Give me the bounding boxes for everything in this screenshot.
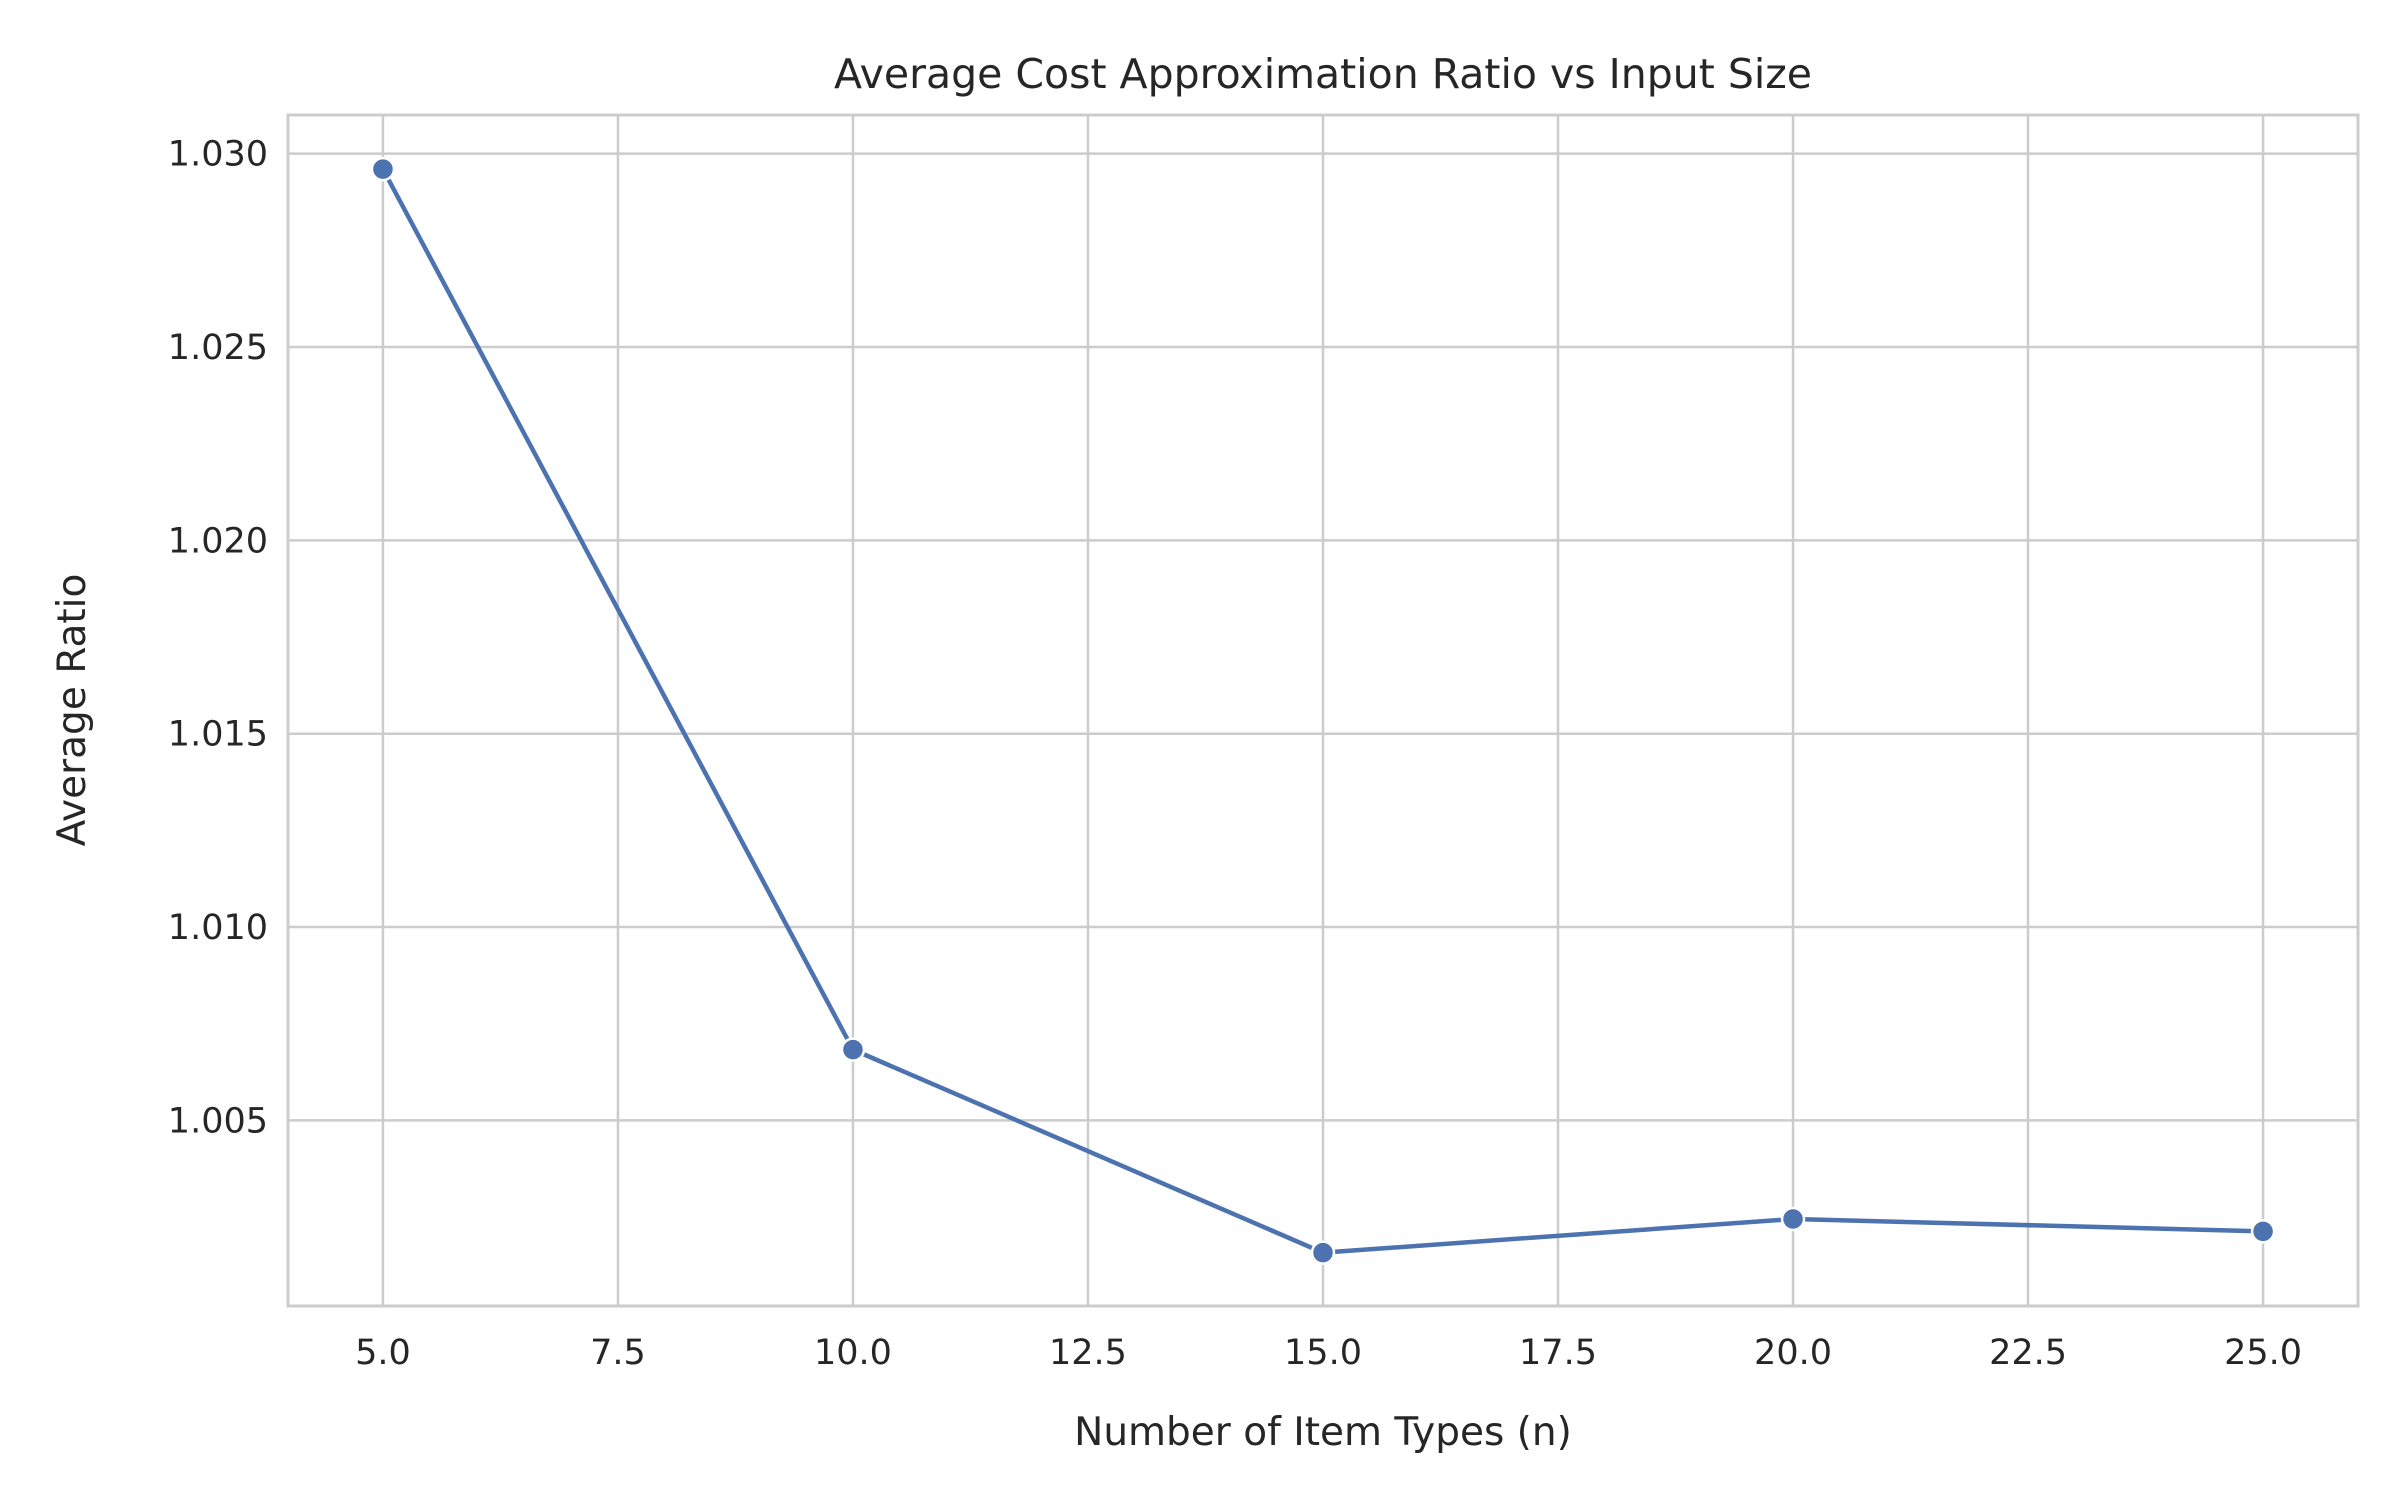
y-tick-label: 1.015 (168, 715, 268, 755)
x-tick-label: 7.5 (590, 1333, 646, 1373)
x-tick-label: 10.0 (814, 1333, 892, 1373)
x-tick-label: 25.0 (2224, 1333, 2302, 1373)
data-point (370, 156, 396, 182)
chart-title: Average Cost Approximation Ratio vs Inpu… (834, 50, 1812, 98)
y-tick-label: 1.025 (168, 328, 268, 368)
y-tick-label: 1.005 (168, 1101, 268, 1141)
x-tick-label: 15.0 (1284, 1333, 1362, 1373)
x-axis-label: Number of Item Types (n) (1074, 1410, 1572, 1455)
y-axis-label: Average Ratio (50, 574, 95, 847)
data-point (840, 1037, 866, 1062)
x-tick-label: 22.5 (1989, 1333, 2067, 1373)
y-tick-label: 1.020 (168, 521, 268, 561)
x-tick-label: 5.0 (355, 1333, 411, 1373)
x-tick-label: 20.0 (1754, 1333, 1832, 1373)
grid (288, 115, 2358, 1306)
data-point (2250, 1219, 2276, 1244)
ticks: 5.0 7.5 10.0 12.5 15.0 17.5 20.0 22.5 25.0 1.005 1… (168, 135, 2302, 1373)
data-point (1780, 1206, 1806, 1232)
series (370, 156, 2276, 1265)
x-tick-label: 17.5 (1519, 1333, 1597, 1373)
y-tick-label: 1.010 (168, 908, 268, 948)
x-tick-label: 12.5 (1049, 1333, 1127, 1373)
plot-frame (286, 113, 2360, 1308)
data-point (1310, 1240, 1336, 1265)
y-tick-label: 1.030 (168, 135, 268, 175)
